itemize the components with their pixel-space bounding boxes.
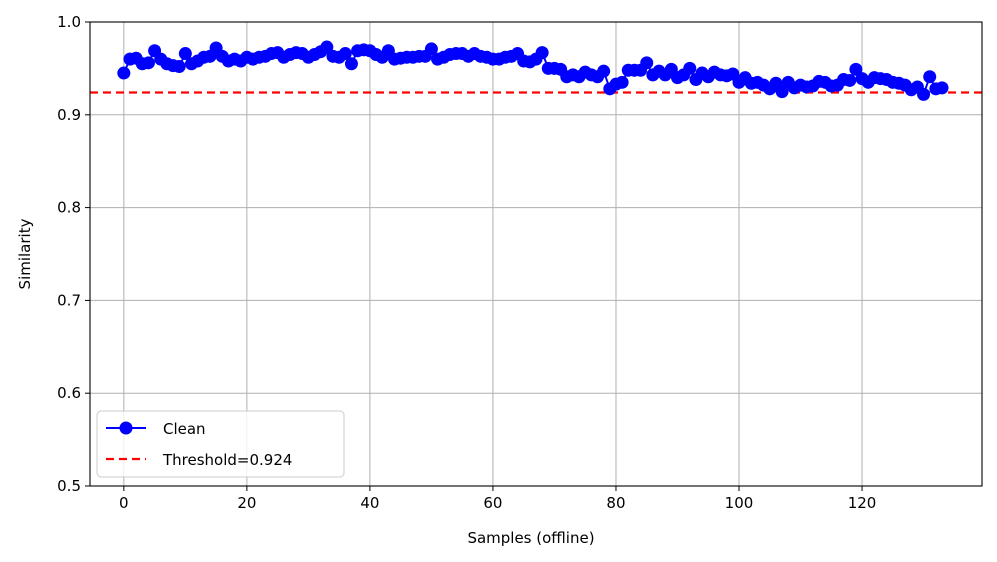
x-tick-label: 60: [483, 494, 502, 512]
y-tick-label: 0.5: [57, 477, 81, 495]
data-point: [849, 62, 863, 76]
data-point: [597, 64, 611, 78]
axes: [85, 21, 983, 491]
legend-clean-marker: [119, 421, 133, 435]
x-axis-label: Samples (offline): [467, 529, 594, 547]
data-point: [344, 57, 358, 71]
data-point: [178, 47, 192, 61]
y-tick-label: 0.7: [57, 291, 81, 309]
data-point: [935, 81, 949, 95]
x-tick-label: 80: [606, 494, 625, 512]
x-tick-label: 40: [360, 494, 379, 512]
data-point: [172, 60, 186, 74]
legend-clean-label: Clean: [163, 420, 206, 438]
data-point: [141, 56, 155, 70]
legend-threshold-label: Threshold=0.924: [162, 451, 292, 469]
data-point: [775, 85, 789, 99]
data-point: [917, 87, 931, 101]
data-point: [320, 40, 334, 54]
y-tick-label: 0.6: [57, 384, 81, 402]
legend: Clean Threshold=0.924: [96, 410, 345, 478]
x-tick-label: 20: [237, 494, 256, 512]
y-axis-label: Similarity: [16, 218, 34, 289]
x-tick-label: 120: [848, 494, 877, 512]
data-point: [424, 42, 438, 56]
data-point: [615, 75, 629, 89]
data-point: [338, 47, 352, 61]
data-point: [683, 61, 697, 75]
y-tick-label: 0.9: [57, 106, 81, 124]
plot-frame: [89, 21, 983, 487]
x-tick-label: 0: [119, 494, 129, 512]
data-point: [117, 66, 131, 80]
data-point: [535, 46, 549, 60]
y-tick-label: 1.0: [57, 13, 81, 31]
data-point: [640, 56, 654, 70]
y-tick-label: 0.8: [57, 199, 81, 217]
data-point: [923, 70, 937, 84]
data-point: [843, 73, 857, 87]
tick-labels: 0 20 40 60 80 100 120 0.5 0.6 0.7 0.8 0.9 1.0: [57, 13, 876, 512]
series-clean: [117, 40, 949, 101]
legend-box: [96, 410, 345, 478]
x-tick-label: 100: [725, 494, 754, 512]
